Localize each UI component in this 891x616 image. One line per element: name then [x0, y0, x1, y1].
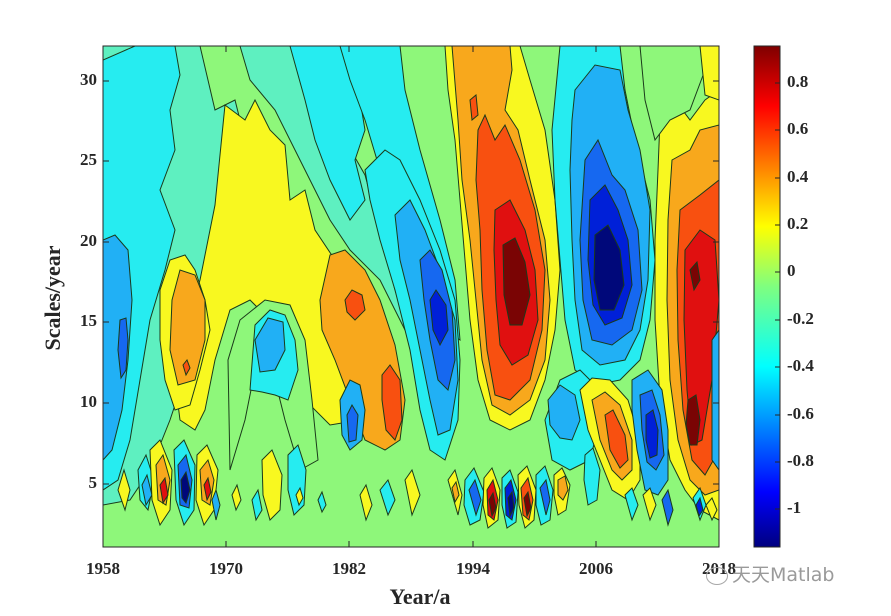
watermark-text: 天天Matlab — [732, 564, 835, 586]
x-axis-label: Year/a — [389, 584, 451, 609]
y-axis-ticks — [103, 80, 719, 485]
cbtick-0.8: 0.8 — [787, 72, 809, 91]
ytick-25: 25 — [80, 150, 97, 169]
x-axis-ticks — [225, 46, 597, 547]
xtick-1958: 1958 — [86, 559, 120, 578]
ytick-30: 30 — [80, 70, 97, 89]
xtick-2006: 2006 — [579, 559, 613, 578]
colorbar — [753, 45, 781, 548]
cbtick-0.4: 0.4 — [787, 167, 809, 186]
xtick-1970: 1970 — [209, 559, 243, 578]
cbtick-neg0.6: -0.6 — [787, 404, 814, 423]
small-scale-oscillations — [117, 439, 718, 529]
contour-field — [103, 46, 719, 547]
cbtick-0.2: 0.2 — [787, 214, 809, 233]
cbtick-0.6: 0.6 — [787, 119, 809, 138]
ytick-5: 5 — [88, 473, 98, 492]
xtick-1994: 1994 — [456, 559, 490, 578]
ytick-20: 20 — [80, 231, 97, 250]
cbtick-neg0.8: -0.8 — [787, 451, 814, 470]
y-axis-label: Scales/year — [40, 245, 65, 351]
watermark: 天天Matlab — [706, 560, 834, 587]
wechat-bubble-icon — [706, 566, 728, 585]
ytick-10: 10 — [80, 392, 97, 411]
cbtick-neg0.2: -0.2 — [787, 309, 814, 328]
cbtick-neg1: -1 — [787, 498, 802, 517]
ytick-15: 15 — [80, 311, 97, 330]
axes-frame — [102, 45, 720, 548]
cbtick-0: 0 — [787, 261, 796, 280]
xtick-1982: 1982 — [332, 559, 366, 578]
cbtick-neg0.4: -0.4 — [787, 356, 814, 375]
